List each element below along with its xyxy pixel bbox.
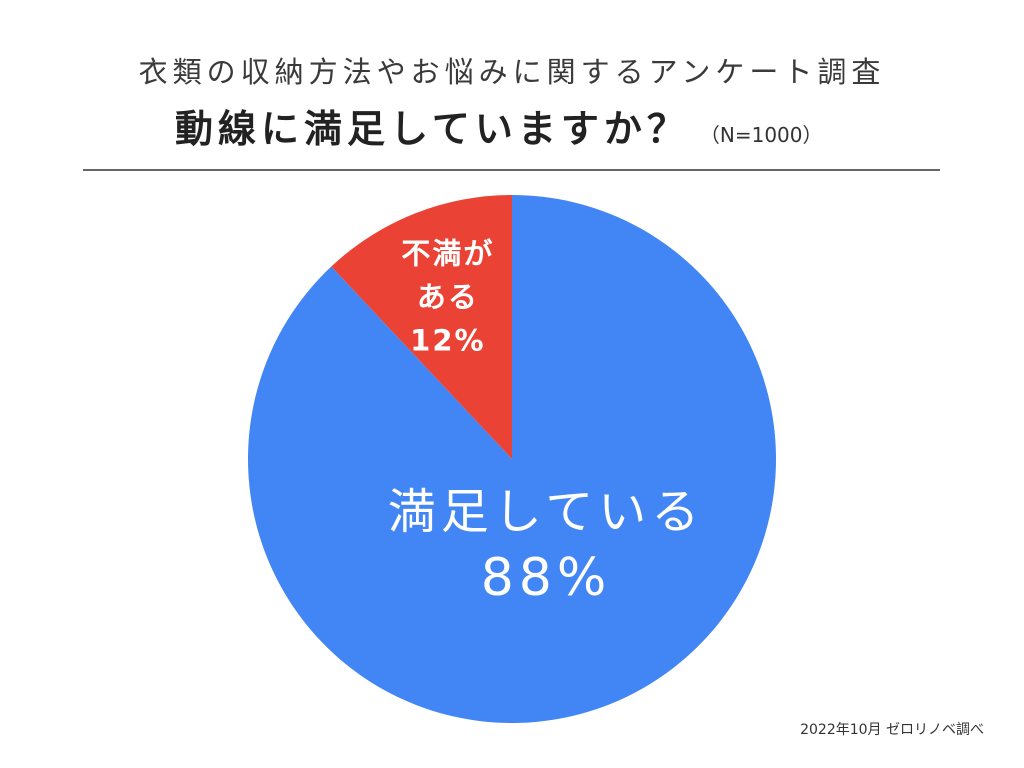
- pie-slice: [331, 195, 512, 459]
- pie-slice: [247, 195, 776, 723]
- slice-label: 不満が: [401, 236, 494, 270]
- question-row: 動線に満足していますか？ （N=1000）: [175, 104, 823, 154]
- slice-value-label: 88%: [481, 548, 612, 608]
- source-note: 2022年10月 ゼロリノベ調べ: [800, 722, 984, 738]
- question-title: 動線に満足していますか？: [175, 107, 690, 151]
- slice-label: ある: [417, 280, 479, 314]
- sample-size: （N=1000）: [699, 123, 823, 147]
- slice-label: 満足している: [388, 484, 705, 540]
- slice-value-label: 12%: [410, 323, 485, 357]
- survey-title: 衣類の収納方法やお悩みに関するアンケート調査: [138, 55, 886, 89]
- header-divider: [83, 169, 940, 171]
